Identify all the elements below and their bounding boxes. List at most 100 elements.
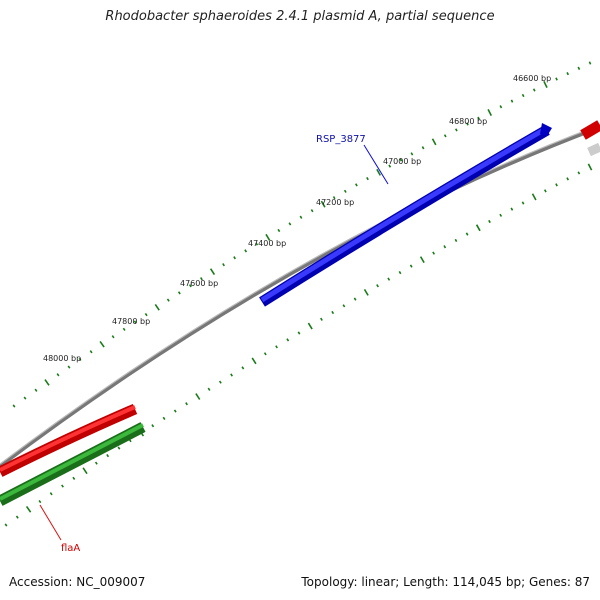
minor-tick [510, 207, 514, 211]
gene-label-rsp-3877[interactable]: RSP_3877 [316, 134, 366, 145]
tick-label: 46600 bp [513, 74, 551, 83]
flaa-leader-line [39, 504, 62, 541]
minor-tick [566, 72, 570, 76]
minor-tick [499, 213, 503, 217]
minor-tick [342, 304, 346, 308]
major-tick [531, 193, 537, 201]
minor-tick [320, 317, 323, 321]
minor-tick [241, 366, 245, 370]
minor-tick [173, 409, 177, 413]
minor-tick [106, 453, 110, 458]
minor-tick [61, 484, 64, 488]
minor-tick [15, 515, 19, 519]
inner-tick-ring [4, 163, 593, 527]
minor-tick [72, 476, 76, 480]
ruler-tick-labels: 46600 bp 46800 bp 47000 bp 47200 bp 4740… [43, 74, 551, 363]
minor-tick [275, 345, 278, 349]
minor-tick [144, 312, 148, 317]
minor-tick [200, 277, 203, 281]
minor-tick [177, 291, 181, 295]
minor-tick [299, 215, 303, 219]
major-tick [99, 340, 105, 348]
minor-tick [162, 416, 166, 421]
minor-tick [566, 177, 570, 181]
gene-label-flaa[interactable]: flaA [61, 543, 80, 554]
minor-tick [577, 171, 581, 175]
minor-tick [543, 189, 547, 193]
minor-tick [332, 196, 336, 200]
tick-label: 48000 bp [43, 354, 81, 363]
minor-tick [286, 338, 290, 342]
major-tick [195, 393, 201, 400]
major-tick [307, 322, 313, 330]
gene-red-edge[interactable] [580, 120, 600, 157]
minor-tick [398, 270, 402, 275]
minor-tick [89, 350, 93, 354]
minor-tick [233, 256, 236, 260]
major-tick [419, 256, 425, 264]
major-tick [265, 233, 271, 241]
minor-tick [388, 164, 392, 168]
minor-tick [465, 232, 469, 236]
minor-tick [376, 284, 379, 288]
minor-tick [387, 277, 391, 281]
gene-flaa[interactable] [0, 403, 138, 477]
minor-tick [353, 297, 357, 301]
minor-tick [297, 331, 301, 335]
tick-label: 46800 bp [449, 117, 487, 126]
minor-tick [366, 176, 369, 181]
minor-tick [310, 209, 314, 213]
minor-tick [477, 116, 481, 120]
tick-label: 47600 bp [180, 279, 218, 288]
minor-tick [207, 387, 211, 391]
map-title: Rhodobacter sphaeroides 2.4.1 plasmid A,… [105, 9, 495, 24]
gene-green-reverse[interactable] [0, 422, 146, 506]
minor-tick [466, 122, 469, 126]
minor-tick [288, 222, 292, 226]
minor-tick [343, 189, 347, 193]
minor-tick [410, 152, 414, 156]
minor-tick [49, 492, 53, 496]
minor-tick [111, 335, 115, 339]
minor-tick [521, 93, 525, 98]
minor-tick [34, 388, 38, 392]
minor-tick [521, 201, 525, 205]
minor-tick [255, 242, 259, 246]
minor-tick [4, 523, 8, 527]
minor-tick [443, 245, 447, 249]
minor-tick [331, 310, 335, 315]
minor-tick [454, 128, 458, 132]
major-tick [82, 467, 88, 475]
minor-tick [188, 284, 192, 288]
tick-label: 47400 bp [248, 239, 286, 248]
accession-text: Accession: NC_009007 [9, 575, 146, 589]
major-tick [587, 163, 593, 171]
major-tick [154, 303, 160, 311]
gene-rsp-3877[interactable] [259, 123, 552, 307]
rsp-3877-leader-line [363, 144, 389, 185]
minor-tick [555, 77, 558, 81]
minor-tick [78, 357, 82, 361]
outer-tick-ring [12, 61, 592, 408]
minor-tick [122, 327, 126, 331]
minor-tick [133, 320, 137, 324]
minor-tick [277, 228, 281, 233]
major-tick [320, 200, 326, 208]
minor-tick [218, 380, 222, 384]
major-tick [44, 379, 50, 386]
minor-tick [67, 365, 71, 369]
major-tick [543, 80, 548, 88]
minor-tick [151, 424, 155, 428]
minor-tick [454, 238, 458, 242]
minor-tick [263, 352, 267, 356]
minor-tick [532, 88, 536, 92]
minor-tick [588, 61, 592, 65]
minor-tick [488, 219, 491, 224]
tick-label: 47200 bp [316, 198, 354, 207]
minor-tick [577, 66, 581, 70]
minor-tick [443, 134, 447, 138]
minor-tick [409, 264, 413, 268]
major-tick [431, 138, 437, 146]
major-tick [376, 168, 381, 176]
